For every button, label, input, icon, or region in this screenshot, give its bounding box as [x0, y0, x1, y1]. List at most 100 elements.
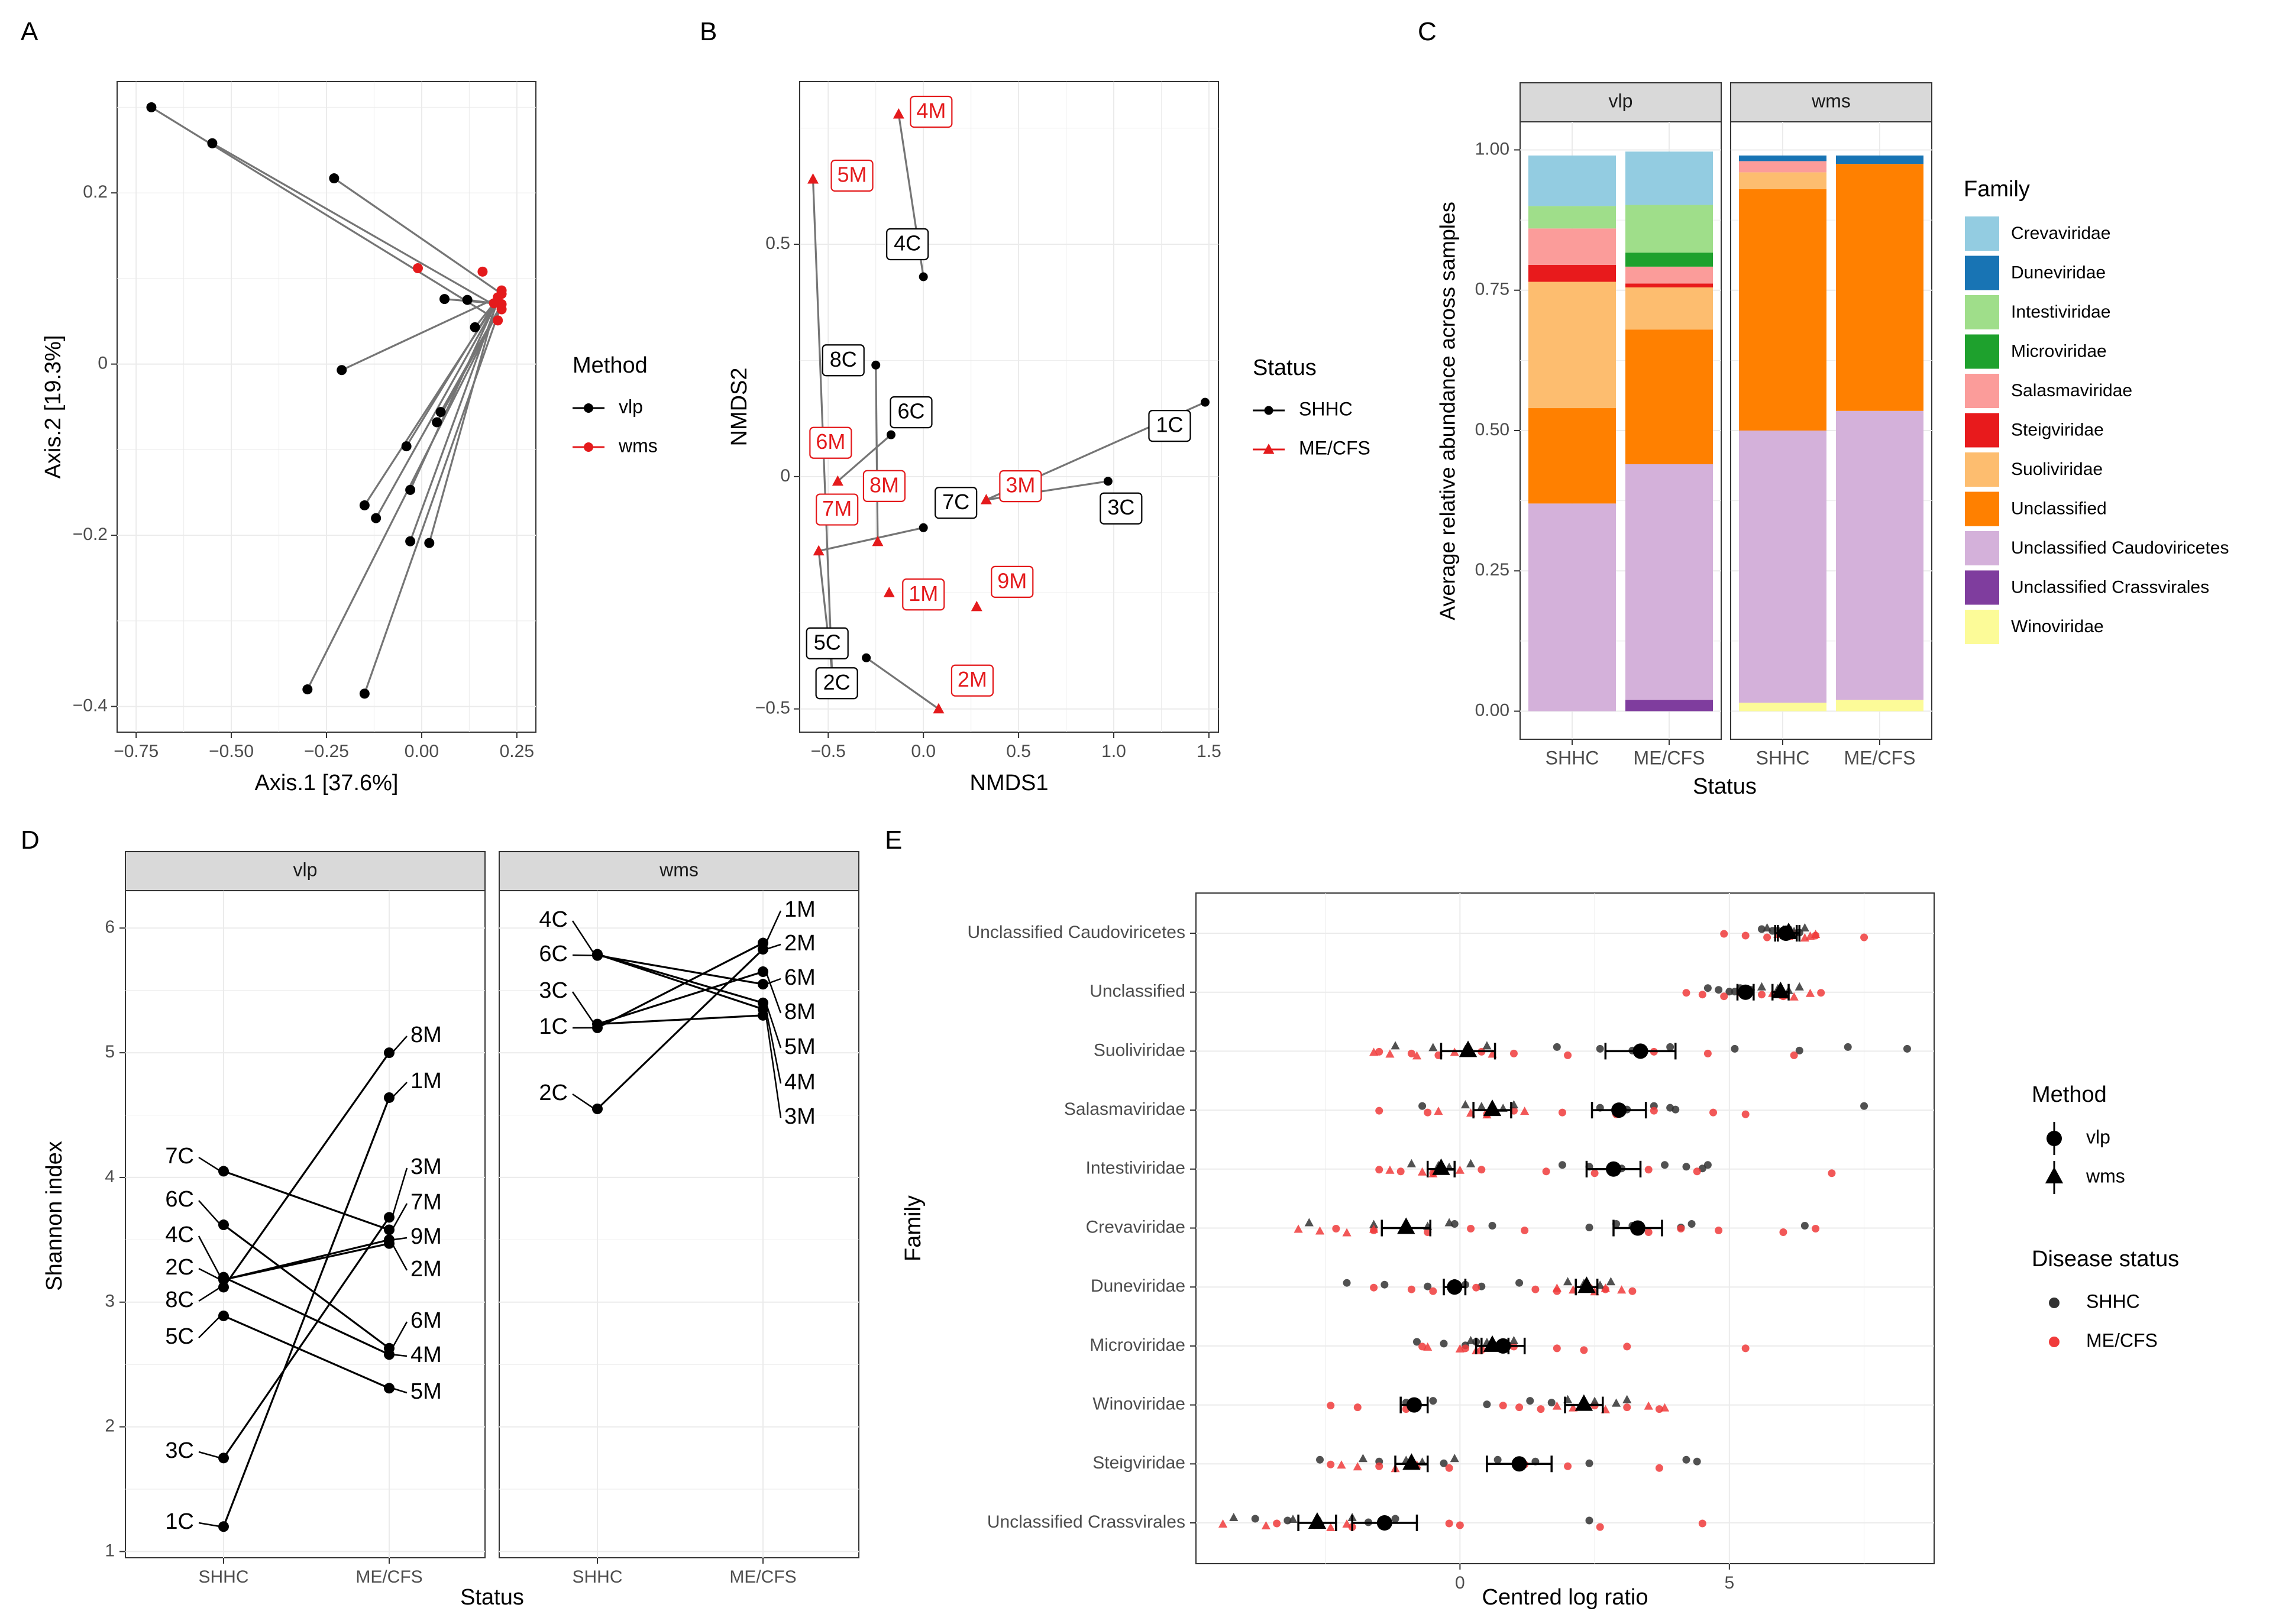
label-leader — [765, 910, 782, 944]
pair-segment — [837, 434, 892, 482]
bar-segment — [1836, 700, 1923, 711]
raw-point-wms — [1460, 1100, 1470, 1109]
bar-segment — [1625, 151, 1713, 205]
raw-point-vlp — [1381, 1280, 1389, 1289]
bar-segment — [1625, 266, 1713, 284]
raw-point-wms — [1450, 1454, 1459, 1463]
raw-point-vlp — [1391, 1515, 1399, 1523]
raw-point-vlp — [1860, 1102, 1868, 1110]
y-tick-label: Salasmaviridae — [1064, 1099, 1185, 1119]
raw-point-vlp — [1553, 1344, 1561, 1353]
label-mecfs-box — [999, 470, 1042, 503]
bar-segment — [1836, 164, 1923, 411]
y-axis-label: Average relative abundance across sample… — [1436, 202, 1460, 620]
point-shhc — [919, 523, 928, 532]
point-label-mecfs: 8M — [784, 999, 816, 1024]
raw-point-wms — [1218, 1519, 1228, 1528]
point-shhc — [218, 1166, 229, 1177]
pair-line — [597, 1014, 764, 1025]
raw-point-vlp — [1332, 1225, 1340, 1232]
label-leader — [198, 1267, 221, 1280]
y-tick-label: Microviridae — [1089, 1335, 1185, 1355]
point-vlp — [302, 684, 313, 695]
point-shhc — [862, 653, 871, 662]
y-tick-label: Duneviridae — [1091, 1276, 1185, 1296]
point-mecfs — [384, 1092, 395, 1103]
pair-line — [223, 1224, 390, 1350]
point-label-mecfs: 5M — [784, 1034, 816, 1059]
point-vlp — [146, 102, 157, 112]
raw-point-vlp — [1741, 1344, 1750, 1353]
raw-point-wms — [1606, 1277, 1616, 1286]
facet-label: wms — [659, 859, 699, 880]
label-leader — [198, 1522, 221, 1528]
point-shhc — [218, 1521, 229, 1532]
label-mecfs-text: 5M — [838, 163, 867, 187]
raw-point-vlp — [1800, 1222, 1809, 1230]
raw-point-vlp — [1817, 989, 1825, 997]
label-mecfs-text: 6M — [816, 429, 845, 454]
raw-point-wms — [1391, 1041, 1400, 1050]
bar-segment — [1739, 155, 1826, 161]
raw-point-wms — [1455, 1165, 1464, 1174]
y-tick-label: Unclassified Caudoviricetes — [968, 923, 1186, 942]
point-mecfs — [384, 1383, 395, 1394]
raw-point-vlp — [1682, 989, 1690, 997]
raw-point-vlp — [1537, 1405, 1545, 1413]
x-axis-label: NMDS1 — [969, 771, 1048, 795]
y-tick-label: Intestiviridae — [1086, 1159, 1185, 1178]
bar-segment — [1528, 228, 1616, 266]
point-label-shhc: 1C — [165, 1509, 194, 1534]
legend-label: wms — [2086, 1165, 2125, 1186]
raw-point-wms — [1757, 982, 1767, 991]
label-shhc-text: 7C — [942, 490, 969, 514]
raw-point-vlp — [1564, 1051, 1572, 1059]
bar-segment — [1625, 283, 1713, 287]
raw-point-wms — [1520, 1107, 1530, 1115]
raw-point-wms — [1805, 931, 1815, 940]
pair-line — [223, 1315, 390, 1389]
raw-point-wms — [1304, 1218, 1314, 1227]
raw-point-vlp — [1327, 1402, 1335, 1410]
raw-point-vlp — [1682, 1455, 1690, 1464]
point-label-mecfs: 2M — [410, 1257, 442, 1282]
y-tick-label: −0.5 — [755, 698, 790, 718]
raw-point-vlp — [1483, 1400, 1491, 1409]
bar-segment — [1625, 253, 1713, 267]
legend-swatch — [1965, 255, 1999, 290]
y-tick-label: 0.5 — [765, 234, 790, 253]
raw-point-wms — [1466, 1159, 1476, 1167]
mean-vlp — [1611, 1102, 1627, 1118]
raw-point-wms — [1369, 1219, 1379, 1228]
raw-point-vlp — [1429, 1287, 1437, 1295]
raw-point-vlp — [1396, 1167, 1405, 1176]
label-mecfs-box — [951, 664, 994, 697]
raw-point-vlp — [1407, 1049, 1415, 1057]
bar-segment — [1528, 503, 1616, 711]
label-leader — [392, 1082, 408, 1098]
raw-point-wms — [1552, 1401, 1561, 1410]
point-label-shhc: 3C — [165, 1438, 194, 1463]
label-leader — [391, 1167, 408, 1218]
legend-key-point — [1263, 444, 1275, 454]
raw-point-vlp — [1644, 1228, 1653, 1236]
raw-point-vlp — [1461, 1344, 1469, 1353]
pair-segment — [306, 303, 503, 690]
plot-area — [499, 890, 859, 1558]
y-tick-label: 5 — [105, 1042, 115, 1062]
label-mecfs-text: 4M — [916, 99, 946, 123]
mean-wms — [1397, 1217, 1415, 1234]
raw-point-vlp — [1580, 1346, 1588, 1354]
bar-segment — [1739, 431, 1826, 703]
point-label-shhc: 2C — [165, 1255, 194, 1280]
x-tick-label: 0.5 — [1006, 742, 1031, 761]
y-tick-label: 6 — [105, 917, 115, 937]
raw-point-vlp — [1698, 991, 1706, 999]
raw-point-vlp — [1273, 1519, 1281, 1528]
y-tick-label: 3 — [105, 1292, 115, 1311]
raw-point-vlp — [1828, 1169, 1836, 1177]
point-shhc — [1200, 397, 1210, 407]
label-leader — [392, 1354, 408, 1357]
x-tick-label: 0.25 — [500, 742, 534, 761]
x-tick-label: 0 — [1455, 1573, 1465, 1593]
